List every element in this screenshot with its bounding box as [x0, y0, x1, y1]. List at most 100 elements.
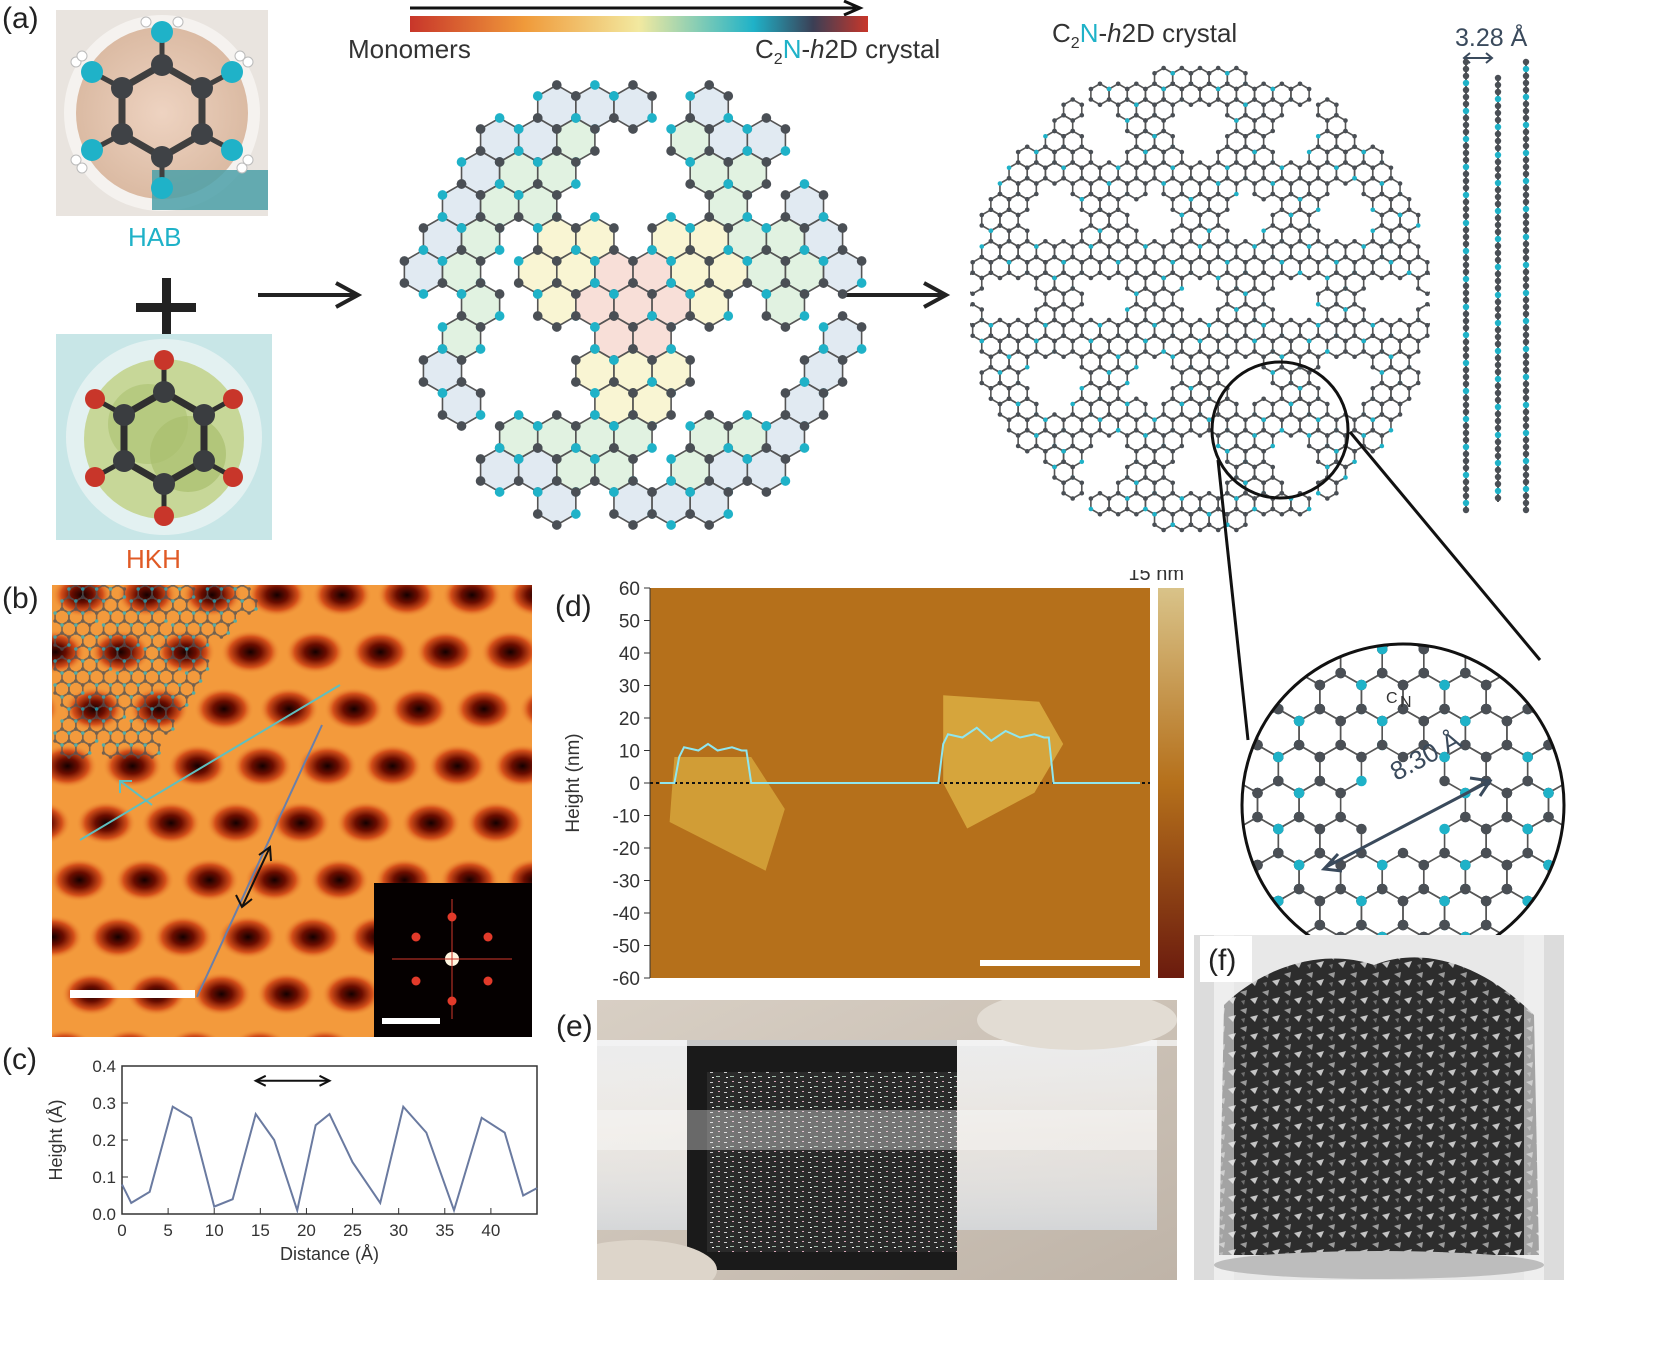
nitrogen-atom — [157, 671, 161, 675]
carbon-atom — [1152, 459, 1157, 465]
carbon-atom — [1522, 219, 1530, 227]
carbon-atom — [1238, 896, 1242, 907]
nitrogen-atom — [212, 623, 217, 627]
carbon-atom — [1097, 165, 1103, 171]
nitrogen-atom — [1034, 433, 1039, 438]
carbon-atom — [1425, 333, 1430, 339]
carbon-atom — [226, 607, 231, 611]
carbon-atom — [198, 607, 203, 611]
carbon-atom — [136, 635, 140, 639]
carbon-atom — [1179, 349, 1185, 354]
stm-pore — [297, 744, 358, 788]
carbon-atom — [818, 190, 829, 200]
carbon-atom — [628, 344, 638, 354]
nitrogen-atom — [1243, 102, 1248, 108]
carbon-atom — [1270, 223, 1276, 228]
carbon-atom — [1288, 86, 1294, 92]
nitrogen-atom — [122, 683, 127, 687]
carbon-atom — [1481, 640, 1492, 642]
nitrogen-atom — [1061, 165, 1066, 171]
carbon-atom — [761, 443, 772, 453]
carbon-atom — [1179, 181, 1185, 186]
carbon-atom — [1088, 212, 1094, 218]
carbon-atom — [74, 607, 78, 611]
carbon-atom — [979, 370, 985, 375]
carbon-atom — [87, 679, 92, 683]
nitrogen-atom — [233, 619, 237, 623]
carbon-atom — [60, 679, 64, 683]
carbon-atom — [628, 80, 638, 90]
carbon-atom — [1224, 490, 1230, 496]
carbon-atom — [1243, 81, 1248, 87]
hab-photo — [56, 10, 268, 216]
carbon-atom — [1170, 133, 1176, 139]
carbon-atom — [1306, 223, 1312, 228]
carbon-atom — [1134, 448, 1139, 454]
carbon-atom — [205, 595, 210, 599]
carbon-atom — [1522, 79, 1530, 87]
carbon-atom — [1124, 223, 1130, 228]
carbon-atom — [1494, 466, 1502, 474]
nitrogen-atom — [475, 410, 486, 420]
nitrogen-atom — [129, 599, 134, 603]
carbon-atom — [551, 278, 562, 288]
carbon-atom — [1306, 160, 1312, 165]
nitrogen-atom — [1522, 233, 1530, 241]
carbon-atom — [1152, 354, 1157, 360]
carbon-atom — [74, 655, 78, 659]
carbon-atom — [178, 595, 182, 599]
carbon-atom — [1161, 160, 1166, 165]
carbon-atom — [475, 278, 486, 288]
carbon-atom — [1161, 97, 1166, 102]
nitrogen-atom — [1462, 443, 1470, 451]
carbon-atom — [1543, 811, 1554, 823]
stm-pore — [362, 744, 423, 788]
carbon-atom — [1043, 175, 1048, 181]
carbon-atom — [1124, 275, 1130, 281]
carbon-atom — [178, 619, 182, 623]
carbon-atom — [1238, 640, 1242, 642]
carbon-atom — [143, 607, 147, 611]
carbon-atom — [1564, 704, 1568, 715]
carbon-atom — [1279, 385, 1285, 391]
carbon-atom — [115, 585, 120, 587]
carbon-atom — [1024, 417, 1030, 423]
carbon-atom — [1161, 65, 1166, 71]
carbon-atom — [1252, 667, 1263, 679]
ring-bond — [1171, 508, 1192, 531]
nitrogen-atom — [1494, 151, 1502, 159]
carbon-atom — [1501, 645, 1513, 655]
ring-bond — [962, 271, 983, 295]
carbon-atom — [1522, 478, 1530, 486]
carbon-atom — [1124, 506, 1130, 512]
nitrogen-atom — [129, 671, 134, 675]
carbon-atom — [997, 254, 1003, 260]
carbon-atom — [780, 454, 791, 464]
nitrogen-atom — [1252, 433, 1257, 438]
ring-fill — [747, 448, 786, 492]
carbon-atom — [1215, 223, 1221, 228]
carbon-atom — [1006, 333, 1012, 339]
carbon-atom — [1352, 333, 1357, 339]
nitrogen-atom — [184, 671, 189, 675]
carbon-atom — [60, 655, 64, 659]
carbon-atom — [1270, 118, 1276, 123]
nitrogen-atom — [1462, 499, 1470, 507]
carbon-atom — [609, 443, 619, 453]
nitrogen-atom — [94, 659, 99, 663]
nitrogen-atom — [240, 599, 244, 603]
carbon-atom — [81, 667, 85, 671]
carbon-atom — [1388, 417, 1394, 423]
carbon-atom — [970, 291, 975, 297]
zoom-detail — [1238, 640, 1568, 970]
carbon-atom — [1006, 207, 1012, 213]
carbon-atom — [1501, 645, 1513, 655]
nitrogen-atom — [1243, 291, 1248, 297]
carbon-atom — [1279, 480, 1285, 486]
carbon-atom — [1215, 160, 1221, 165]
carbon-atom — [780, 124, 791, 134]
carbon-atom — [1501, 787, 1513, 799]
carbon-atom — [1197, 380, 1203, 386]
carbon-atom — [532, 509, 543, 519]
carbon-atom — [1315, 259, 1321, 265]
